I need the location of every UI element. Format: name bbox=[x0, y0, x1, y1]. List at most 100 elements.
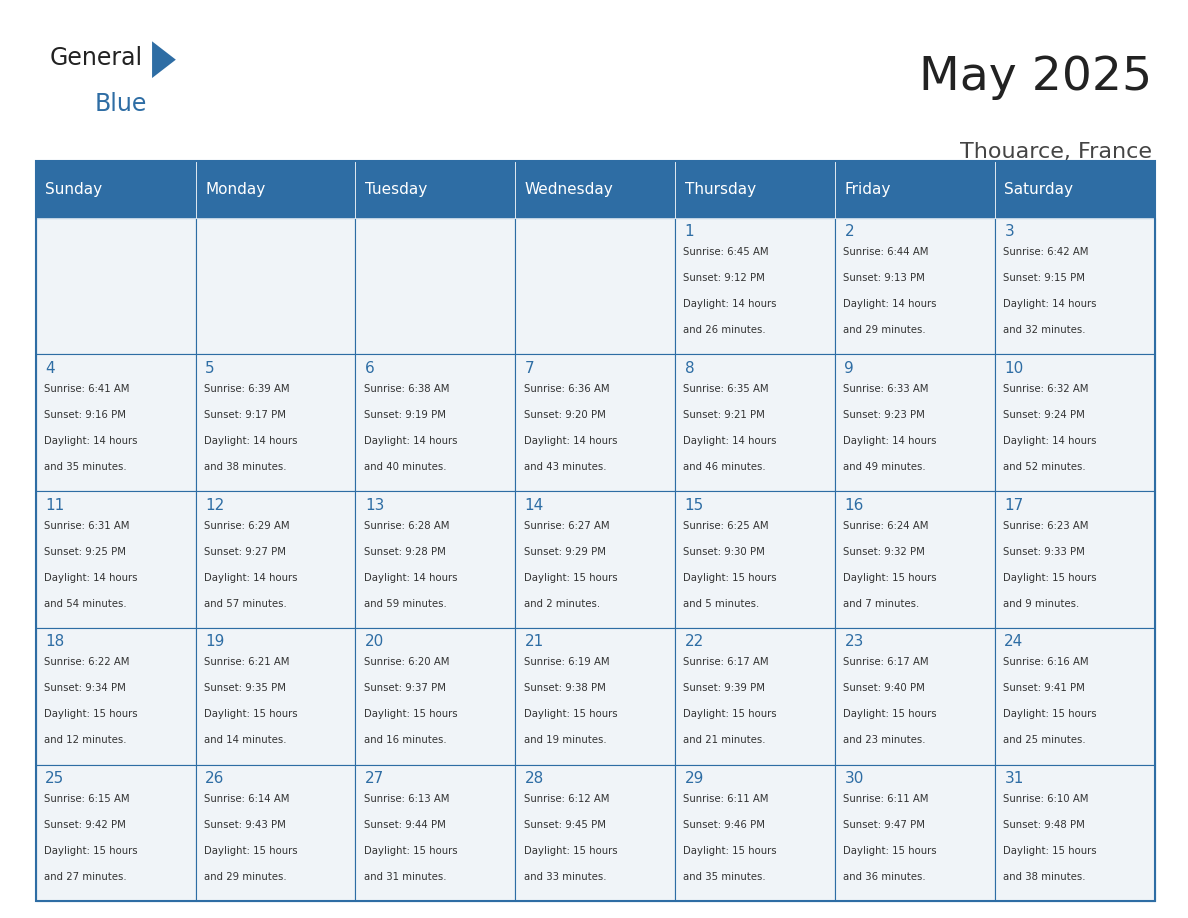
Text: Sunset: 9:34 PM: Sunset: 9:34 PM bbox=[44, 683, 126, 693]
Text: Sunrise: 6:38 AM: Sunrise: 6:38 AM bbox=[364, 384, 449, 394]
Text: Sunrise: 6:25 AM: Sunrise: 6:25 AM bbox=[683, 521, 769, 531]
Bar bbox=[994, 161, 1155, 218]
Bar bbox=[835, 491, 994, 628]
Text: Daylight: 14 hours: Daylight: 14 hours bbox=[1003, 436, 1097, 446]
Text: Sunrise: 6:16 AM: Sunrise: 6:16 AM bbox=[1003, 657, 1089, 667]
Bar bbox=[196, 491, 355, 628]
Text: Sunrise: 6:13 AM: Sunrise: 6:13 AM bbox=[364, 794, 449, 804]
Text: Daylight: 14 hours: Daylight: 14 hours bbox=[44, 573, 138, 583]
Text: and 5 minutes.: and 5 minutes. bbox=[683, 599, 759, 609]
Text: and 25 minutes.: and 25 minutes. bbox=[1003, 735, 1086, 745]
Text: Daylight: 14 hours: Daylight: 14 hours bbox=[364, 436, 457, 446]
Text: Sunrise: 6:14 AM: Sunrise: 6:14 AM bbox=[204, 794, 290, 804]
Text: and 23 minutes.: and 23 minutes. bbox=[843, 735, 925, 745]
Bar bbox=[835, 161, 994, 218]
Text: Sunrise: 6:11 AM: Sunrise: 6:11 AM bbox=[683, 794, 769, 804]
Text: Daylight: 15 hours: Daylight: 15 hours bbox=[683, 573, 777, 583]
Text: Daylight: 14 hours: Daylight: 14 hours bbox=[683, 436, 777, 446]
Text: 9: 9 bbox=[845, 361, 854, 375]
Bar bbox=[994, 491, 1155, 628]
Text: Sunset: 9:44 PM: Sunset: 9:44 PM bbox=[364, 820, 446, 830]
Text: Daylight: 14 hours: Daylight: 14 hours bbox=[1003, 299, 1097, 309]
Text: Thursday: Thursday bbox=[684, 182, 756, 196]
Bar bbox=[36, 161, 1155, 901]
Text: Sunset: 9:39 PM: Sunset: 9:39 PM bbox=[683, 683, 765, 693]
Text: Sunset: 9:17 PM: Sunset: 9:17 PM bbox=[204, 409, 286, 420]
Text: 5: 5 bbox=[206, 361, 215, 375]
Text: 7: 7 bbox=[525, 361, 535, 375]
Bar bbox=[994, 218, 1155, 354]
Text: and 35 minutes.: and 35 minutes. bbox=[44, 462, 127, 472]
Text: and 49 minutes.: and 49 minutes. bbox=[843, 462, 925, 472]
Text: 13: 13 bbox=[365, 498, 384, 512]
Bar bbox=[196, 765, 355, 901]
Text: Sunrise: 6:35 AM: Sunrise: 6:35 AM bbox=[683, 384, 769, 394]
Text: and 29 minutes.: and 29 minutes. bbox=[204, 872, 286, 882]
Text: 15: 15 bbox=[684, 498, 703, 512]
Text: 16: 16 bbox=[845, 498, 864, 512]
Bar bbox=[835, 218, 994, 354]
Bar bbox=[36, 218, 196, 354]
Polygon shape bbox=[152, 41, 176, 78]
Text: General: General bbox=[50, 46, 143, 70]
Text: Sunrise: 6:10 AM: Sunrise: 6:10 AM bbox=[1003, 794, 1088, 804]
Text: and 38 minutes.: and 38 minutes. bbox=[1003, 872, 1086, 882]
Text: 20: 20 bbox=[365, 634, 384, 649]
Bar bbox=[835, 765, 994, 901]
Text: Sunrise: 6:41 AM: Sunrise: 6:41 AM bbox=[44, 384, 129, 394]
Text: 30: 30 bbox=[845, 771, 864, 786]
Text: Saturday: Saturday bbox=[1004, 182, 1074, 196]
Text: 31: 31 bbox=[1004, 771, 1024, 786]
Text: Daylight: 15 hours: Daylight: 15 hours bbox=[44, 710, 138, 720]
Text: Daylight: 15 hours: Daylight: 15 hours bbox=[683, 710, 777, 720]
Text: Sunset: 9:23 PM: Sunset: 9:23 PM bbox=[843, 409, 925, 420]
Text: Sunset: 9:20 PM: Sunset: 9:20 PM bbox=[524, 409, 606, 420]
Text: Daylight: 15 hours: Daylight: 15 hours bbox=[524, 710, 618, 720]
Bar bbox=[196, 354, 355, 491]
Text: Sunset: 9:45 PM: Sunset: 9:45 PM bbox=[524, 820, 606, 830]
Bar bbox=[675, 161, 835, 218]
Text: and 32 minutes.: and 32 minutes. bbox=[1003, 325, 1086, 335]
Text: 10: 10 bbox=[1004, 361, 1024, 375]
Text: 4: 4 bbox=[45, 361, 55, 375]
Text: May 2025: May 2025 bbox=[920, 55, 1152, 100]
Text: Daylight: 15 hours: Daylight: 15 hours bbox=[843, 846, 937, 856]
Text: 14: 14 bbox=[525, 498, 544, 512]
Text: 17: 17 bbox=[1004, 498, 1024, 512]
Text: and 43 minutes.: and 43 minutes. bbox=[524, 462, 606, 472]
Text: Sunrise: 6:28 AM: Sunrise: 6:28 AM bbox=[364, 521, 449, 531]
Text: Sunrise: 6:12 AM: Sunrise: 6:12 AM bbox=[524, 794, 609, 804]
Text: Sunset: 9:16 PM: Sunset: 9:16 PM bbox=[44, 409, 126, 420]
Text: Sunrise: 6:32 AM: Sunrise: 6:32 AM bbox=[1003, 384, 1088, 394]
Text: Sunset: 9:43 PM: Sunset: 9:43 PM bbox=[204, 820, 285, 830]
Text: Daylight: 15 hours: Daylight: 15 hours bbox=[843, 710, 937, 720]
Text: Sunset: 9:30 PM: Sunset: 9:30 PM bbox=[683, 546, 765, 556]
Text: and 33 minutes.: and 33 minutes. bbox=[524, 872, 606, 882]
Text: Sunset: 9:48 PM: Sunset: 9:48 PM bbox=[1003, 820, 1085, 830]
Text: Daylight: 14 hours: Daylight: 14 hours bbox=[524, 436, 617, 446]
Bar bbox=[835, 628, 994, 765]
Text: Sunset: 9:21 PM: Sunset: 9:21 PM bbox=[683, 409, 765, 420]
Text: Sunrise: 6:27 AM: Sunrise: 6:27 AM bbox=[524, 521, 609, 531]
Text: and 29 minutes.: and 29 minutes. bbox=[843, 325, 925, 335]
Text: Friday: Friday bbox=[845, 182, 891, 196]
Bar bbox=[196, 218, 355, 354]
Text: Sunset: 9:40 PM: Sunset: 9:40 PM bbox=[843, 683, 925, 693]
Text: and 12 minutes.: and 12 minutes. bbox=[44, 735, 126, 745]
Text: 22: 22 bbox=[684, 634, 703, 649]
Text: Sunset: 9:37 PM: Sunset: 9:37 PM bbox=[364, 683, 446, 693]
Text: Sunset: 9:29 PM: Sunset: 9:29 PM bbox=[524, 546, 606, 556]
Text: and 31 minutes.: and 31 minutes. bbox=[364, 872, 447, 882]
Bar bbox=[675, 491, 835, 628]
Bar bbox=[835, 354, 994, 491]
Bar bbox=[36, 491, 196, 628]
Text: Sunrise: 6:39 AM: Sunrise: 6:39 AM bbox=[204, 384, 290, 394]
Text: and 27 minutes.: and 27 minutes. bbox=[44, 872, 127, 882]
Text: Daylight: 15 hours: Daylight: 15 hours bbox=[683, 846, 777, 856]
Text: and 14 minutes.: and 14 minutes. bbox=[204, 735, 286, 745]
Text: 11: 11 bbox=[45, 498, 64, 512]
Text: Sunrise: 6:19 AM: Sunrise: 6:19 AM bbox=[524, 657, 609, 667]
Bar bbox=[675, 628, 835, 765]
Text: and 38 minutes.: and 38 minutes. bbox=[204, 462, 286, 472]
Text: and 9 minutes.: and 9 minutes. bbox=[1003, 599, 1080, 609]
